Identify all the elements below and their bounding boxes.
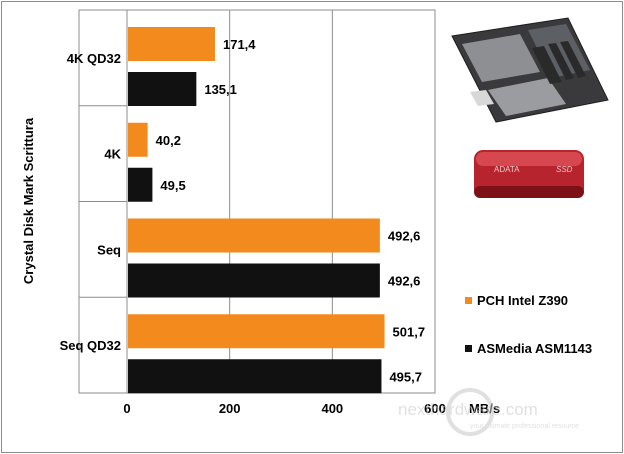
data-label: 501,7	[393, 324, 426, 339]
data-label: 495,7	[389, 369, 422, 384]
motherboard-photo	[451, 17, 609, 123]
legend-label-pch: PCH Intel Z390	[477, 293, 568, 308]
x-tick-label: 200	[219, 401, 241, 416]
x-tick-label: 600	[424, 401, 446, 416]
bar-pch	[128, 218, 380, 253]
watermark-tagline: your ultimate professional resource	[470, 423, 579, 430]
category-label: Seq QD32	[60, 338, 121, 353]
category-label: Seq	[97, 242, 121, 257]
legend-swatch-asmedia	[465, 345, 472, 352]
category-label: 4K QD32	[67, 51, 121, 66]
data-label: 40,2	[156, 133, 181, 148]
watermark: nexthardware.com your ultimate professio…	[398, 388, 579, 436]
watermark-logo	[446, 388, 494, 436]
watermark-brand: nexthardware.com	[398, 400, 538, 419]
data-label: 171,4	[223, 37, 256, 52]
data-labels: 171,4 40,2 492,6 501,7 135,1 49,5 492,6 495,7	[156, 37, 425, 384]
bar-asmedia	[128, 359, 382, 394]
bar-asmedia	[128, 72, 197, 106]
y-axis-title: Crystal Disk Mark Scrittura	[21, 117, 36, 284]
ssd-brand-text: ADATA	[494, 165, 520, 174]
category-label: 4K	[104, 147, 121, 162]
x-tick-label: 0	[123, 401, 130, 416]
legend-label-asmedia: ASMedia ASM1143	[477, 341, 592, 356]
data-label: 492,6	[388, 274, 421, 289]
external-ssd-photo: ADATA SSD	[474, 150, 584, 198]
x-axis-ticks: 0 200 400 600	[123, 401, 445, 416]
data-label: 49,5	[160, 178, 185, 193]
data-label: 492,6	[388, 229, 421, 244]
bars	[128, 27, 385, 394]
bar-asmedia	[128, 167, 153, 202]
bar-pch	[128, 314, 385, 349]
ssd-tag-text: SSD	[556, 165, 573, 174]
data-label: 135,1	[204, 82, 237, 97]
bar-pch	[128, 122, 148, 157]
legend-swatch-pch	[465, 297, 472, 304]
x-tick-label: 400	[321, 401, 343, 416]
category-separators	[79, 105, 127, 298]
bar-asmedia	[128, 263, 380, 298]
bar-pch	[128, 27, 215, 61]
category-labels: 4K QD32 4K Seq Seq QD32	[60, 51, 122, 353]
